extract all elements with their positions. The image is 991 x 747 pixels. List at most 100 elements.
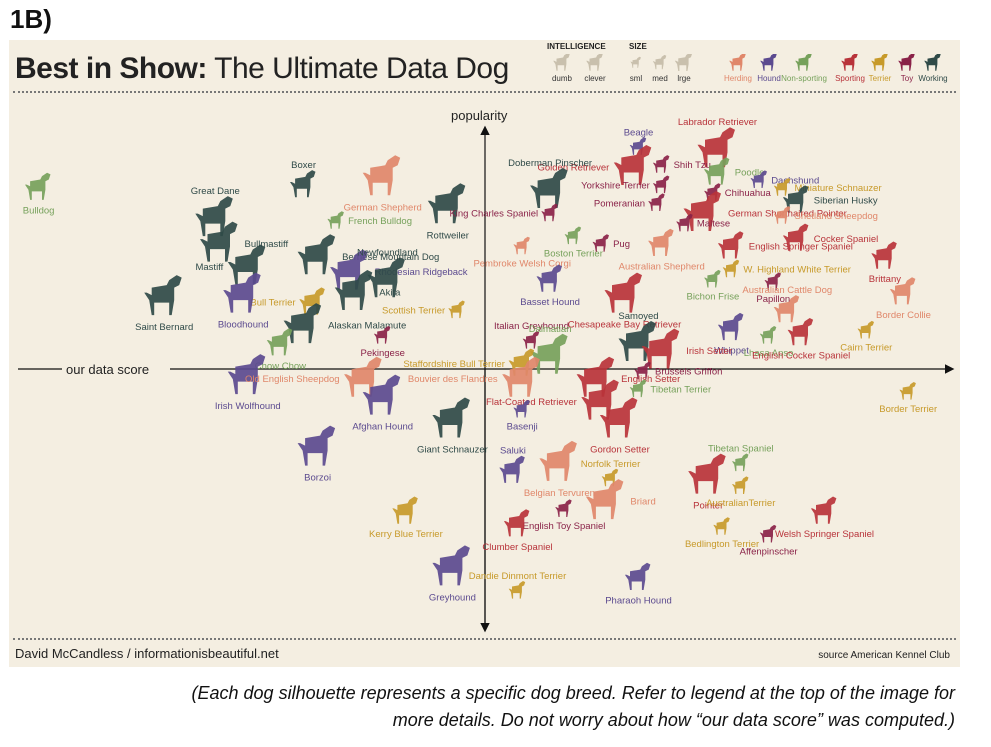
dog-label: Briard bbox=[630, 497, 655, 508]
dog-point-pembroke-welsh-corgi: Pembroke Welsh Corgi bbox=[473, 236, 571, 270]
dog-label: Golden Retriever bbox=[537, 163, 609, 174]
dog-label: Akita bbox=[379, 288, 401, 299]
dog-point-akita: Akita bbox=[334, 270, 401, 310]
dog-point-cocker-spaniel: Cocker Spaniel bbox=[782, 223, 878, 251]
dog-point-affenpinscher: Affenpinscher bbox=[740, 524, 798, 558]
scatter-plot: our data score popularity Bulldog Boxer Ge… bbox=[18, 108, 955, 633]
dog-point-chow-chow: Chow Chow bbox=[255, 328, 306, 372]
dog-point-maltese: Maltese bbox=[676, 213, 730, 232]
dog-label: Dalmatian bbox=[529, 324, 572, 335]
dog-point-bernese-mountain-dog: Bernese Mountain Dog bbox=[297, 234, 439, 275]
dog-silhouette-icon bbox=[773, 178, 791, 196]
dog-silhouette-icon bbox=[713, 517, 730, 535]
dog-silhouette-icon bbox=[448, 300, 465, 319]
dog-point-greyhound: Greyhound bbox=[429, 545, 476, 603]
dog-point-australian-cattle-dog: Australian Cattle Dog bbox=[742, 285, 832, 323]
dog-label: Clumber Spaniel bbox=[482, 542, 552, 553]
chart-title: Best in Show: The Ultimate Data Dog bbox=[15, 52, 509, 86]
dog-point-labrador-retriever: Labrador Retriever bbox=[678, 117, 757, 168]
dog-silhouette-icon bbox=[200, 221, 238, 262]
dog-silhouette-icon bbox=[502, 356, 540, 397]
dog-silhouette-icon bbox=[810, 496, 837, 524]
dog-silhouette-icon bbox=[530, 168, 568, 208]
dog-point-dalmatian: Dalmatian bbox=[529, 324, 572, 374]
dog-label: Chihuahua bbox=[725, 188, 772, 199]
dog-label: Afghan Hound bbox=[352, 422, 413, 433]
x-axis-label: our data score bbox=[66, 362, 149, 377]
dog-label: Brittany bbox=[869, 274, 901, 285]
dog-label: Border Collie bbox=[876, 310, 931, 321]
legend-size-med-icon bbox=[647, 54, 673, 77]
dog-point-dachshund: Dachshund bbox=[750, 170, 819, 188]
dog-silhouette-icon bbox=[227, 244, 266, 285]
dog-silhouette-icon bbox=[223, 272, 261, 313]
dog-label: Pembroke Welsh Corgi bbox=[473, 259, 571, 270]
dog-point-saluki: Saluki bbox=[499, 446, 526, 483]
dog-point-basset-hound: Basset Hound bbox=[520, 264, 580, 308]
dog-point-french-bulldog: French Bulldog bbox=[327, 211, 412, 229]
dog-label: Tibetan Terrier bbox=[650, 384, 711, 395]
dog-silhouette-icon bbox=[717, 312, 744, 341]
dog-silhouette-icon bbox=[629, 379, 647, 398]
dog-silhouette-icon bbox=[266, 328, 293, 356]
dog-point-norfolk-terrier: Norfolk Terrier bbox=[581, 459, 640, 487]
dog-label: Dandie Dinmont Terrier bbox=[469, 571, 567, 582]
dog-silhouette-icon bbox=[782, 185, 809, 213]
legend-size-lrge-icon bbox=[671, 52, 697, 77]
dog-label: Bichon Frise bbox=[686, 292, 739, 303]
dog-silhouette-icon bbox=[592, 234, 609, 252]
dog-point-irish-setter: Irish Setter bbox=[641, 328, 732, 369]
data-source: source American Kennel Club bbox=[818, 650, 950, 661]
dog-label: Beagle bbox=[624, 127, 654, 138]
dog-point-bulldog: Bulldog bbox=[23, 172, 54, 216]
legend-size-med-label: med bbox=[652, 74, 668, 83]
dog-label: Great Dane bbox=[191, 186, 240, 197]
dog-silhouette-icon bbox=[585, 479, 624, 520]
dog-point-yorkshire-terrier: Yorkshire Terrier bbox=[581, 175, 670, 194]
legend-size-sml-label: sml bbox=[629, 74, 643, 83]
dog-label: English Cocker Spaniel bbox=[752, 351, 850, 362]
dog-silhouette-icon bbox=[513, 236, 530, 255]
dog-silhouette-icon bbox=[581, 379, 619, 420]
dog-label: Shih Tzu bbox=[674, 160, 711, 171]
dog-label: Italian Greyhound bbox=[494, 321, 569, 332]
legend-intelligence-clever-icon bbox=[582, 53, 608, 77]
dog-label: Poodle bbox=[735, 168, 765, 179]
dog-label: Giant Schnauzer bbox=[417, 445, 488, 456]
dog-silhouette-icon bbox=[759, 326, 777, 344]
dog-label: Rhodesian Ridgeback bbox=[375, 267, 468, 278]
dog-silhouette-icon bbox=[373, 326, 391, 344]
dog-label: Gordon Setter bbox=[590, 445, 650, 456]
dog-label: Greyhound bbox=[429, 592, 476, 603]
dog-point-brussels-griffon: Brussels Griffon bbox=[634, 361, 722, 380]
legend-category-non-sporting-label: Non-sporting bbox=[781, 74, 827, 83]
dog-silhouette-icon bbox=[297, 425, 336, 466]
legend-category-working-label: Working bbox=[918, 74, 948, 83]
dog-label: Siberian Husky bbox=[814, 196, 878, 207]
dog-label: Lhasa Apso bbox=[744, 348, 794, 359]
dog-silhouette-icon bbox=[688, 453, 726, 494]
dog-label: German Shepherd bbox=[344, 202, 422, 213]
dog-point-border-collie: Border Collie bbox=[876, 277, 931, 321]
dog-label: Australian Cattle Dog bbox=[742, 285, 832, 296]
dog-label: Miniature Schnauzer bbox=[795, 183, 882, 194]
dog-label: Bullmastiff bbox=[245, 239, 289, 250]
dog-label: Irish Wolfhound bbox=[215, 401, 281, 412]
dog-label: Brussels Griffon bbox=[655, 367, 722, 378]
dog-silhouette-icon bbox=[899, 382, 916, 400]
dog-point-irish-wolfhound: Irish Wolfhound bbox=[215, 354, 281, 412]
dog-label: Old English Sheepdog bbox=[245, 374, 340, 385]
dog-point-shetland-sheepdog: Shetland Sheepdog bbox=[773, 206, 878, 224]
dog-point-clumber-spaniel: Clumber Spaniel bbox=[482, 509, 553, 553]
dog-silhouette-icon bbox=[683, 191, 721, 231]
dog-label: Basset Hound bbox=[520, 297, 580, 308]
dog-point-poodle: Poodle bbox=[703, 157, 765, 185]
dog-point-saint-bernard: Saint Bernard bbox=[135, 275, 193, 333]
dog-point-papillon: Papillon bbox=[756, 272, 790, 305]
caption: (Each dog silhouette represents a specif… bbox=[0, 680, 955, 734]
dog-point-tibetan-spaniel: Tibetan Spaniel bbox=[708, 444, 774, 472]
dog-label: Samoyed bbox=[618, 311, 658, 322]
dog-silhouette-icon bbox=[576, 356, 615, 397]
legend-category-hound-label: Hound bbox=[757, 74, 781, 83]
dog-label: Welsh Springer Spaniel bbox=[775, 529, 874, 540]
